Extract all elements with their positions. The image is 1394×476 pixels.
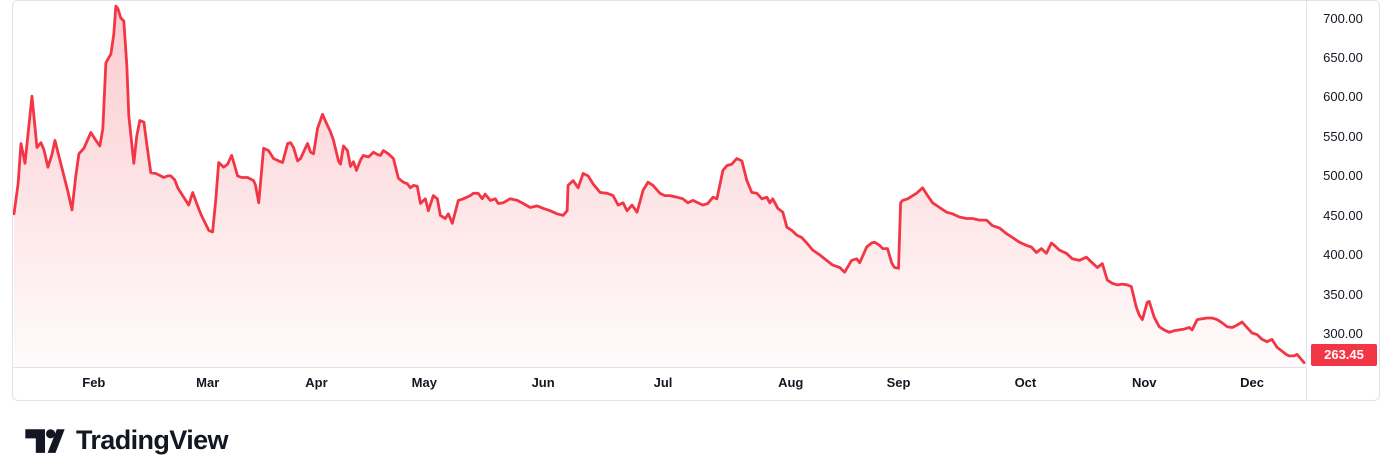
time-axis-label-feb: Feb xyxy=(82,375,106,390)
time-axis-label-sep: Sep xyxy=(886,375,911,390)
time-axis-label-nov: Nov xyxy=(1131,375,1157,390)
price-axis-label: 350.00 xyxy=(1323,286,1363,302)
time-axis-label-may: May xyxy=(411,375,437,390)
price-axis-label: 400.00 xyxy=(1323,247,1363,263)
price-axis-label: 700.00 xyxy=(1323,10,1363,26)
time-axis-label-jul: Jul xyxy=(653,375,673,390)
time-axis-label-apr: Apr xyxy=(305,375,328,390)
time-axis-label-oct: Oct xyxy=(1014,375,1037,390)
price-axis[interactable]: 263.45 700.00 650.00 600.00 550.00 500.00 450… xyxy=(1307,1,1379,400)
price-axis-label: 600.00 xyxy=(1323,89,1363,105)
time-axis-label-dec: Dec xyxy=(1240,375,1265,390)
price-chart-widget: Feb Mar Apr May Jun Jul Aug Sep Oct Nov Dec 263.45… xyxy=(12,0,1380,401)
price-axis-label: 650.00 xyxy=(1323,50,1363,65)
last-price-badge: 263.45 xyxy=(1311,344,1377,366)
price-axis-label: 300.00 xyxy=(1323,326,1363,342)
tradingview-logo-icon xyxy=(25,428,65,453)
price-area-chart xyxy=(13,4,1306,367)
price-axis-label: 500.00 xyxy=(1323,168,1363,184)
time-axis-label-mar: Mar xyxy=(196,375,220,390)
price-line xyxy=(13,4,1306,365)
time-axis-label-aug: Aug xyxy=(778,375,804,390)
time-axis[interactable]: Feb Mar Apr May Jun Jul Aug Sep Oct Nov Dec xyxy=(13,367,1306,400)
price-axis-label: 550.00 xyxy=(1323,128,1363,144)
chart-column: Feb Mar Apr May Jun Jul Aug Sep Oct Nov Dec xyxy=(13,1,1307,400)
time-axis-label-jun: Jun xyxy=(531,375,555,390)
area-fill xyxy=(13,6,1305,367)
tradingview-attribution-link[interactable]: TradingView xyxy=(24,425,229,456)
chart-pane[interactable] xyxy=(13,1,1306,367)
tradingview-brand-text: TradingView xyxy=(76,425,229,455)
price-axis-label: 450.00 xyxy=(1323,207,1363,223)
